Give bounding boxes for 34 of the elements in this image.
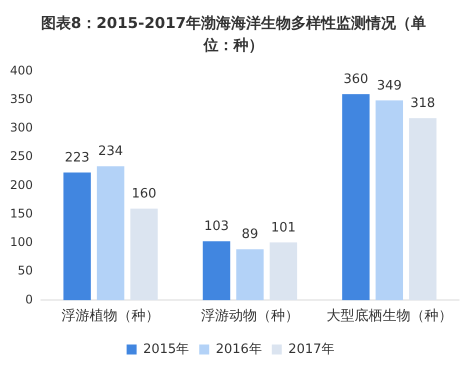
chart-title: 图表8：2015-2017年渤海海洋生物多样性监测情况（单位：种）	[40, 13, 428, 56]
bar	[236, 249, 264, 300]
x-tick-label: 浮游植物（种）	[62, 308, 160, 324]
data-label: 160	[132, 186, 156, 202]
data-label: 101	[270, 220, 296, 236]
bar	[202, 241, 230, 300]
bar	[96, 166, 124, 300]
y-tick-label: 50	[18, 264, 33, 278]
legend-label: 2017年	[288, 342, 334, 357]
data-label: 103	[204, 219, 229, 234]
legend-label: 2016年	[216, 342, 262, 357]
legend-label: 2015年	[143, 342, 190, 357]
bar	[130, 208, 158, 300]
bar	[409, 118, 436, 300]
data-label: 89	[242, 227, 258, 242]
y-tick-label: 100	[10, 235, 33, 250]
y-tick-label: 200	[10, 178, 33, 192]
y-tick-label: 0	[25, 292, 33, 306]
y-tick-label: 150	[10, 206, 33, 220]
y-tick-label: 350	[10, 92, 33, 106]
y-tick-label: 250	[10, 149, 33, 164]
x-tick-label: 浮游动物（种）	[200, 308, 299, 324]
bar	[342, 94, 370, 300]
data-label: 349	[376, 78, 402, 94]
data-label: 318	[410, 96, 436, 112]
x-tick-label: 大型底栖生物（种）	[326, 308, 452, 324]
y-tick-label: 400	[10, 63, 33, 78]
bar	[63, 172, 91, 300]
data-label: 223	[64, 150, 90, 166]
data-label: 234	[98, 144, 123, 160]
bar	[270, 242, 298, 300]
data-label: 360	[343, 72, 368, 87]
y-tick-label: 300	[10, 120, 33, 135]
bar	[376, 100, 404, 300]
